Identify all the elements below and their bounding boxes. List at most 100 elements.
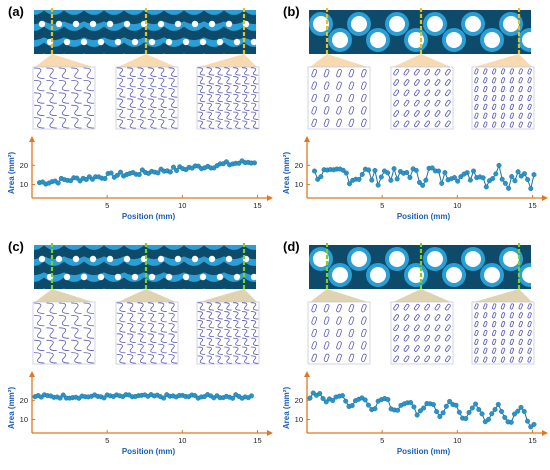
panel-d: (d) 5 10 15 10 20 Position (mm) Area (mm²) — [275, 235, 550, 470]
panel-graphic: 5 10 15 10 20 Position (mm) Area (mm²) — [282, 8, 548, 221]
data-point — [437, 414, 443, 420]
y-axis-label: Area (mm²) — [7, 387, 16, 430]
data-point — [447, 398, 453, 404]
panel-a: (a) 5 10 15 10 20 Position (mm) Area (mm²) — [0, 0, 275, 235]
data-point — [515, 408, 521, 414]
x-axis-label: Position (mm) — [122, 212, 176, 221]
y-axis-label: Area (mm²) — [282, 387, 291, 430]
data-point — [430, 402, 436, 408]
x-tick-label: 15 — [253, 436, 261, 445]
data-point — [456, 409, 462, 415]
data-point — [307, 395, 313, 401]
section-fan — [118, 54, 176, 67]
section-fan — [310, 289, 368, 302]
data-point — [440, 410, 446, 416]
data-point — [515, 169, 521, 175]
x-axis-label: Position (mm) — [397, 447, 451, 456]
cross-section — [390, 301, 454, 365]
data-point — [365, 402, 371, 408]
area-chart: 5 10 15 10 20 Position (mm) Area (mm²) — [7, 136, 273, 221]
cross-section — [471, 66, 535, 130]
data-point — [359, 171, 365, 177]
data-point — [467, 177, 473, 183]
data-point — [521, 171, 527, 177]
data-point — [411, 404, 417, 410]
section-fan — [35, 54, 93, 67]
y-axis-arrow — [304, 371, 310, 377]
scaffold-strip — [309, 10, 531, 54]
data-point — [347, 181, 353, 187]
data-point — [466, 409, 472, 415]
data-point — [492, 406, 498, 412]
data-point — [416, 179, 422, 185]
data-point — [375, 182, 381, 188]
data-point — [60, 392, 66, 398]
data-point — [486, 416, 492, 422]
y-axis-arrow — [304, 136, 310, 142]
data-point — [118, 169, 124, 175]
data-point — [369, 177, 375, 183]
x-tick-label: 15 — [528, 436, 536, 445]
data-point — [473, 401, 479, 407]
data-point — [499, 176, 505, 182]
y-axis-arrow — [29, 371, 35, 377]
data-point — [525, 177, 531, 183]
x-tick-label: 10 — [453, 201, 461, 210]
data-point — [102, 176, 108, 182]
data-point — [436, 168, 442, 174]
data-point — [68, 178, 74, 184]
data-point — [495, 401, 501, 407]
panel-graphic: 5 10 15 10 20 Position (mm) Area (mm²) — [282, 243, 548, 456]
x-axis-arrow — [267, 195, 273, 201]
data-point — [464, 170, 470, 176]
y-tick-label: 10 — [20, 180, 28, 189]
data-point — [458, 174, 464, 180]
scaffold-strip — [309, 245, 531, 289]
data-point — [362, 397, 368, 403]
data-point — [442, 170, 448, 176]
section-fan — [118, 289, 176, 302]
area-chart: 5 10 15 10 20 Position (mm) Area (mm²) — [282, 371, 548, 456]
section-fan — [199, 54, 257, 67]
x-tick-label: 10 — [453, 436, 461, 445]
data-point — [174, 168, 180, 174]
cross-section — [32, 301, 96, 365]
data-point — [506, 185, 512, 191]
data-point — [315, 176, 321, 182]
cross-section — [390, 66, 454, 130]
data-point — [378, 174, 384, 180]
data-point — [312, 168, 318, 174]
data-point — [423, 177, 429, 183]
data-point — [455, 178, 461, 184]
x-tick-label: 10 — [178, 436, 186, 445]
data-point — [518, 404, 524, 410]
data-point — [170, 164, 176, 170]
panel-label: (d) — [283, 239, 300, 254]
data-point — [509, 174, 515, 180]
data-point — [463, 416, 469, 422]
data-point — [524, 418, 530, 424]
area-chart: 5 10 15 10 20 Position (mm) Area (mm²) — [282, 136, 548, 221]
x-tick-label: 15 — [253, 201, 261, 210]
y-tick-label: 20 — [295, 396, 303, 405]
x-tick-label: 15 — [528, 201, 536, 210]
data-point — [372, 167, 378, 173]
data-point — [439, 180, 445, 186]
x-tick-label: 5 — [380, 201, 384, 210]
data-point — [408, 400, 414, 406]
x-tick-label: 10 — [178, 201, 186, 210]
panel-label: (c) — [8, 239, 24, 254]
data-point — [136, 172, 142, 178]
data-point — [443, 403, 449, 409]
data-point — [528, 186, 534, 192]
section-fan — [35, 289, 93, 302]
data-point — [512, 178, 518, 184]
data-point — [471, 168, 477, 174]
data-point — [366, 167, 372, 173]
section-fan — [393, 289, 451, 302]
x-axis-label: Position (mm) — [122, 447, 176, 456]
data-point — [356, 176, 362, 182]
y-tick-label: 10 — [295, 180, 303, 189]
data-point — [155, 170, 161, 176]
